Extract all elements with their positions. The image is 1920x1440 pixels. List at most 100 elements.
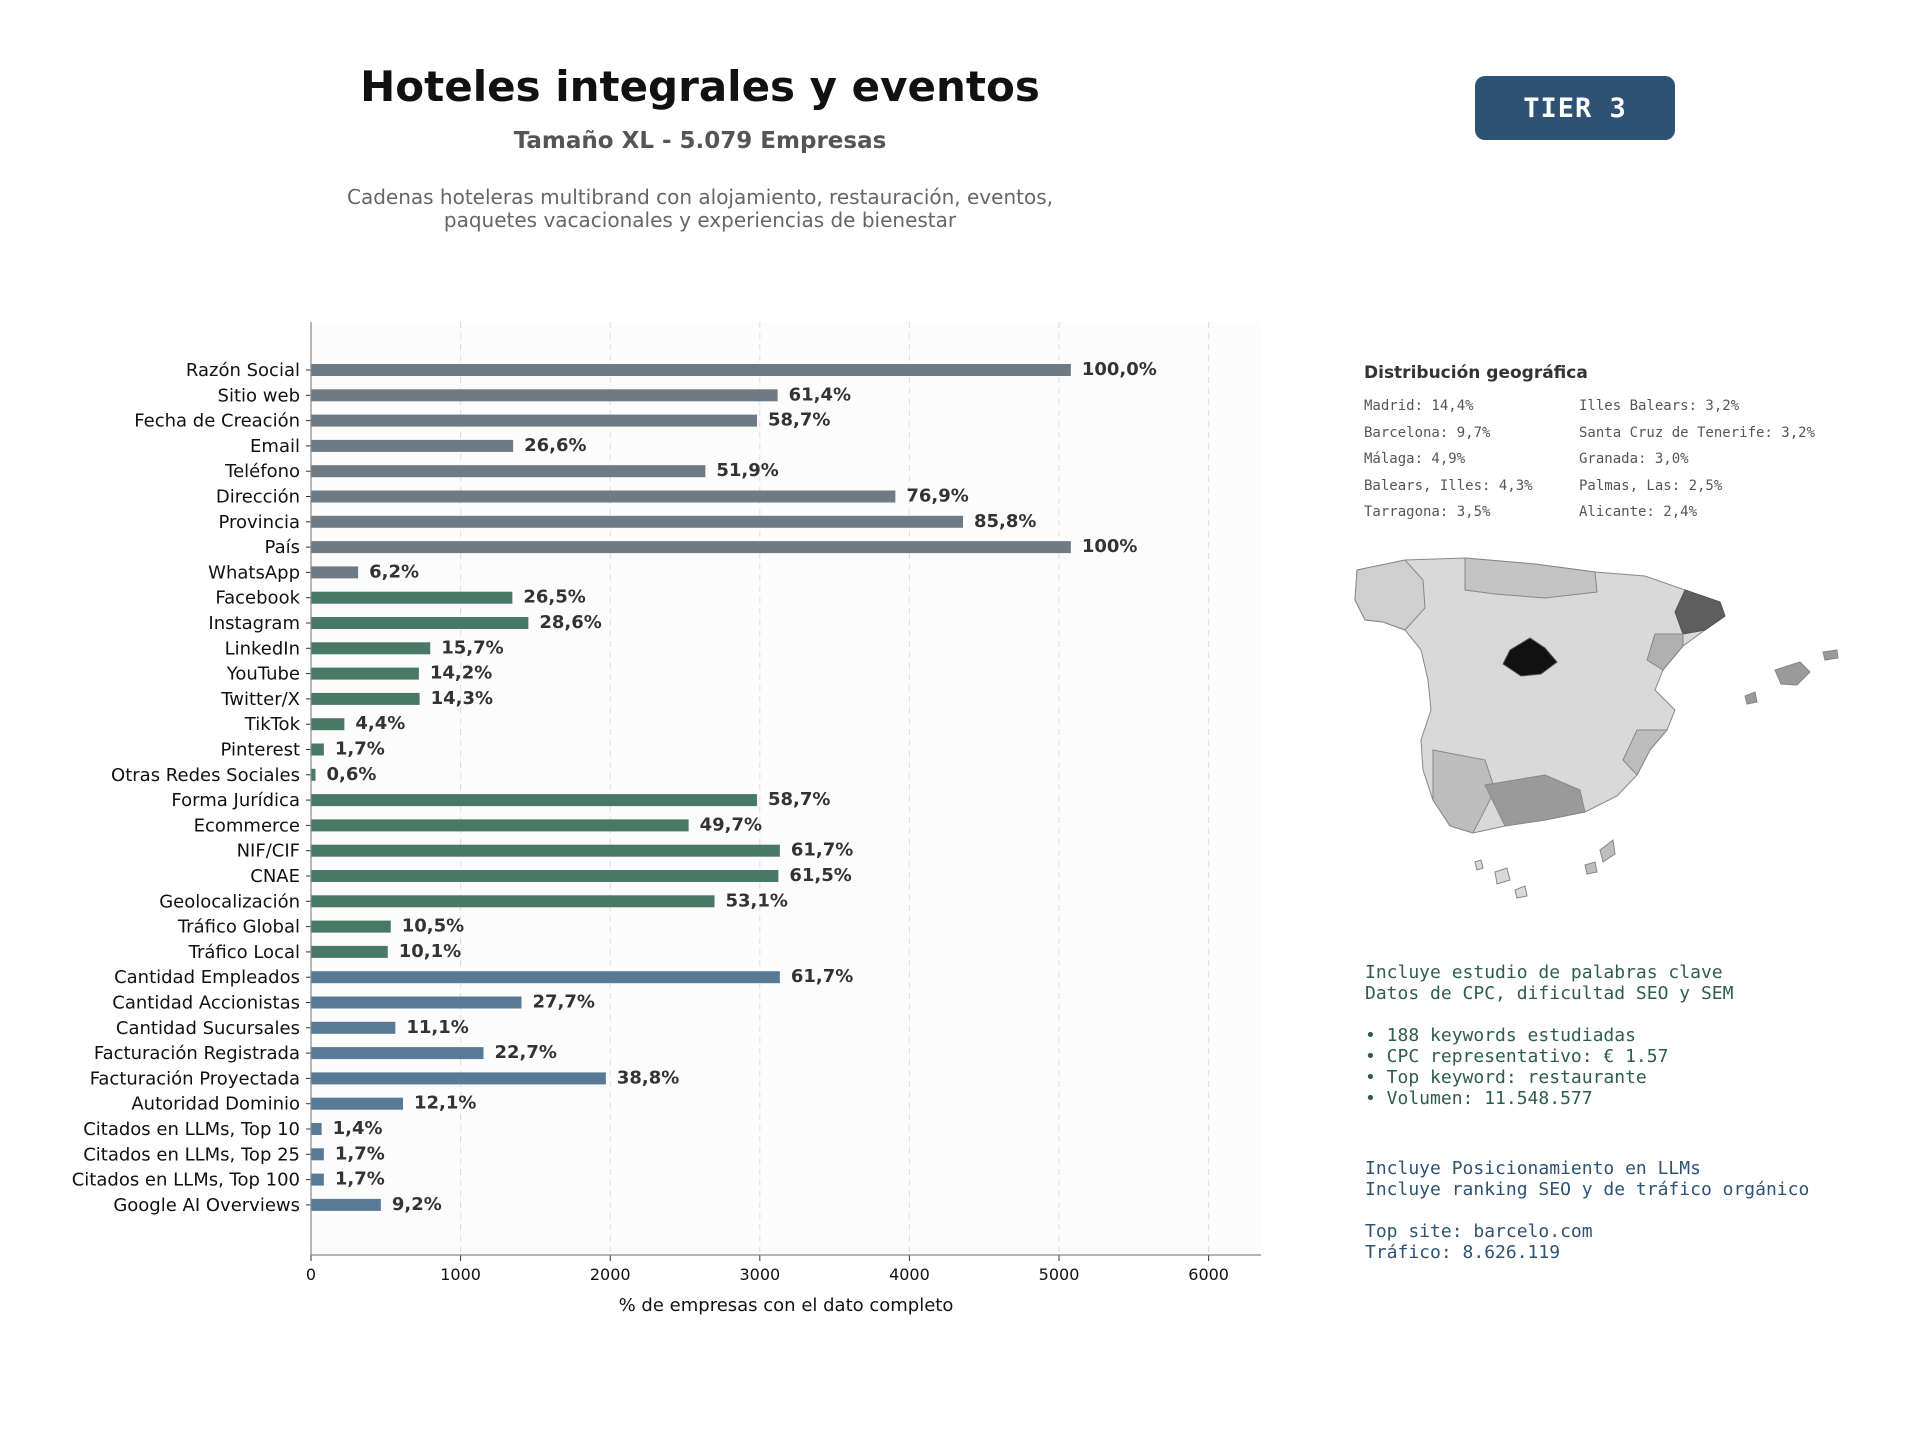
category-label: Citados en LLMs, Top 25 bbox=[83, 1144, 300, 1165]
geo-item: Madrid: 14,4% bbox=[1364, 398, 1474, 414]
category-label: Cantidad Accionistas bbox=[112, 993, 300, 1014]
page-description: Cadenas hoteleras multibrand con alojami… bbox=[0, 186, 1400, 232]
x-tick-label: 6000 bbox=[1188, 1265, 1229, 1284]
category-label: Cantidad Sucursales bbox=[116, 1018, 300, 1039]
llm-line: Incluye Posicionamiento en LLMs bbox=[1365, 1158, 1701, 1179]
bar bbox=[311, 1148, 324, 1161]
bar bbox=[311, 465, 706, 478]
geo-item: Santa Cruz de Tenerife: 3,2% bbox=[1579, 424, 1816, 441]
data-label: 100% bbox=[1082, 536, 1138, 557]
data-label: 26,6% bbox=[524, 435, 586, 456]
category-label: Razón Social bbox=[186, 360, 300, 381]
bar bbox=[311, 1047, 484, 1060]
map-madrid-region bbox=[1502, 637, 1558, 677]
data-label: 6,2% bbox=[369, 561, 419, 582]
category-label: Ecommerce bbox=[194, 815, 300, 836]
category-label: Geolocalización bbox=[159, 891, 300, 912]
bar bbox=[311, 389, 778, 402]
x-tick-label: 1000 bbox=[440, 1265, 481, 1284]
bar bbox=[311, 1198, 381, 1211]
bar bbox=[311, 996, 522, 1009]
category-label: Instagram bbox=[208, 613, 300, 634]
category-label: Otras Redes Sociales bbox=[111, 765, 300, 786]
data-label: 53,1% bbox=[725, 890, 787, 911]
geo-column: Madrid: 14,4% Barcelona: 9,7% Málaga: 4,… bbox=[1364, 398, 1533, 531]
traffic: Tráfico: 8.626.119 bbox=[1365, 1242, 1561, 1263]
map-canarias-west bbox=[1474, 859, 1528, 899]
geo-item: Illes Balears: 3,2% bbox=[1579, 398, 1740, 414]
seo-bullet: • Volumen: 11.548.577 bbox=[1365, 1088, 1593, 1109]
geo-item: Málaga: 4,9% bbox=[1364, 451, 1466, 467]
x-tick-label: 4000 bbox=[889, 1265, 930, 1284]
bar bbox=[311, 439, 514, 452]
category-label: NIF/CIF bbox=[237, 841, 300, 862]
x-axis-label: % de empresas con el dato completo bbox=[619, 1295, 954, 1316]
page-title: Hoteles integrales y eventos bbox=[360, 62, 1040, 111]
bar bbox=[311, 1097, 404, 1110]
category-label: Citados en LLMs, Top 10 bbox=[83, 1119, 300, 1140]
category-label: Twitter/X bbox=[220, 689, 300, 710]
category-label: Email bbox=[250, 436, 300, 457]
bar bbox=[311, 364, 1071, 376]
map-galicia bbox=[1354, 559, 1426, 631]
map-north bbox=[1464, 557, 1598, 599]
data-label: 58,7% bbox=[768, 410, 830, 431]
bar bbox=[311, 692, 420, 705]
map-barcelona-region bbox=[1674, 589, 1726, 635]
geo-column: Illes Balears: 3,2% Santa Cruz de Teneri… bbox=[1579, 398, 1815, 531]
data-label: 11,1% bbox=[406, 1017, 468, 1038]
category-label: WhatsApp bbox=[208, 562, 300, 583]
category-label: País bbox=[265, 537, 300, 558]
data-label: 38,8% bbox=[617, 1067, 679, 1088]
seo-line: Datos de CPC, dificultad SEO y SEM bbox=[1365, 983, 1734, 1004]
data-label: 61,4% bbox=[789, 384, 851, 405]
data-label: 22,7% bbox=[494, 1042, 556, 1063]
data-label: 14,2% bbox=[430, 663, 492, 684]
map-menorca bbox=[1822, 649, 1839, 661]
category-label: Dirección bbox=[216, 487, 300, 508]
llm-line: Incluye ranking SEO y de tráfico orgánic… bbox=[1365, 1179, 1810, 1200]
data-label: 76,9% bbox=[906, 486, 968, 507]
description-line: paquetes vacacionales y experiencias de … bbox=[443, 208, 957, 232]
bar bbox=[311, 718, 345, 731]
seo-bullet: • CPC representativo: € 1.57 bbox=[1365, 1046, 1669, 1067]
data-label: 1,7% bbox=[335, 739, 385, 760]
spain-map bbox=[1354, 557, 1839, 899]
category-label: Pinterest bbox=[220, 740, 300, 761]
seo-bullet: • 188 keywords estudiadas bbox=[1365, 1025, 1636, 1046]
seo-line: Incluye estudio de palabras clave bbox=[1365, 962, 1723, 983]
data-label: 1,4% bbox=[333, 1118, 383, 1139]
bar bbox=[311, 541, 1071, 554]
map-ibiza bbox=[1744, 691, 1758, 705]
geo-item: Balears, Illes: 4,3% bbox=[1364, 477, 1533, 494]
data-label: 58,7% bbox=[768, 789, 830, 810]
bar bbox=[311, 1072, 606, 1085]
llm-info: Incluye Posicionamiento en LLMs Incluye … bbox=[1365, 1158, 1809, 1263]
bar bbox=[311, 971, 780, 984]
category-label: Autoridad Dominio bbox=[131, 1094, 300, 1115]
map-alicante bbox=[1622, 729, 1669, 776]
description-line: Cadenas hoteleras multibrand con alojami… bbox=[347, 185, 1053, 209]
data-label: 14,3% bbox=[431, 688, 493, 709]
map-tarragona-region bbox=[1646, 633, 1684, 671]
map-mallorca bbox=[1774, 661, 1811, 686]
bar bbox=[311, 414, 757, 427]
bar bbox=[311, 920, 391, 933]
data-label: 15,7% bbox=[441, 637, 503, 658]
bar bbox=[311, 667, 419, 680]
x-tick-label: 0 bbox=[306, 1265, 316, 1284]
tier-badge: TIER 3 bbox=[1475, 76, 1675, 140]
category-label: Tráfico Local bbox=[188, 942, 300, 963]
data-label: 9,2% bbox=[392, 1194, 442, 1215]
map-andalucia-west bbox=[1432, 749, 1496, 834]
bar bbox=[311, 794, 757, 807]
bar bbox=[311, 642, 431, 655]
data-label: 61,7% bbox=[791, 840, 853, 861]
data-label: 1,7% bbox=[335, 1143, 385, 1164]
x-tick-label: 5000 bbox=[1039, 1265, 1080, 1284]
category-label: Citados en LLMs, Top 100 bbox=[72, 1170, 300, 1191]
data-label: 85,8% bbox=[974, 511, 1036, 532]
data-label: 10,1% bbox=[399, 941, 461, 962]
bar bbox=[311, 515, 963, 528]
category-label: Google AI Overviews bbox=[113, 1195, 300, 1216]
